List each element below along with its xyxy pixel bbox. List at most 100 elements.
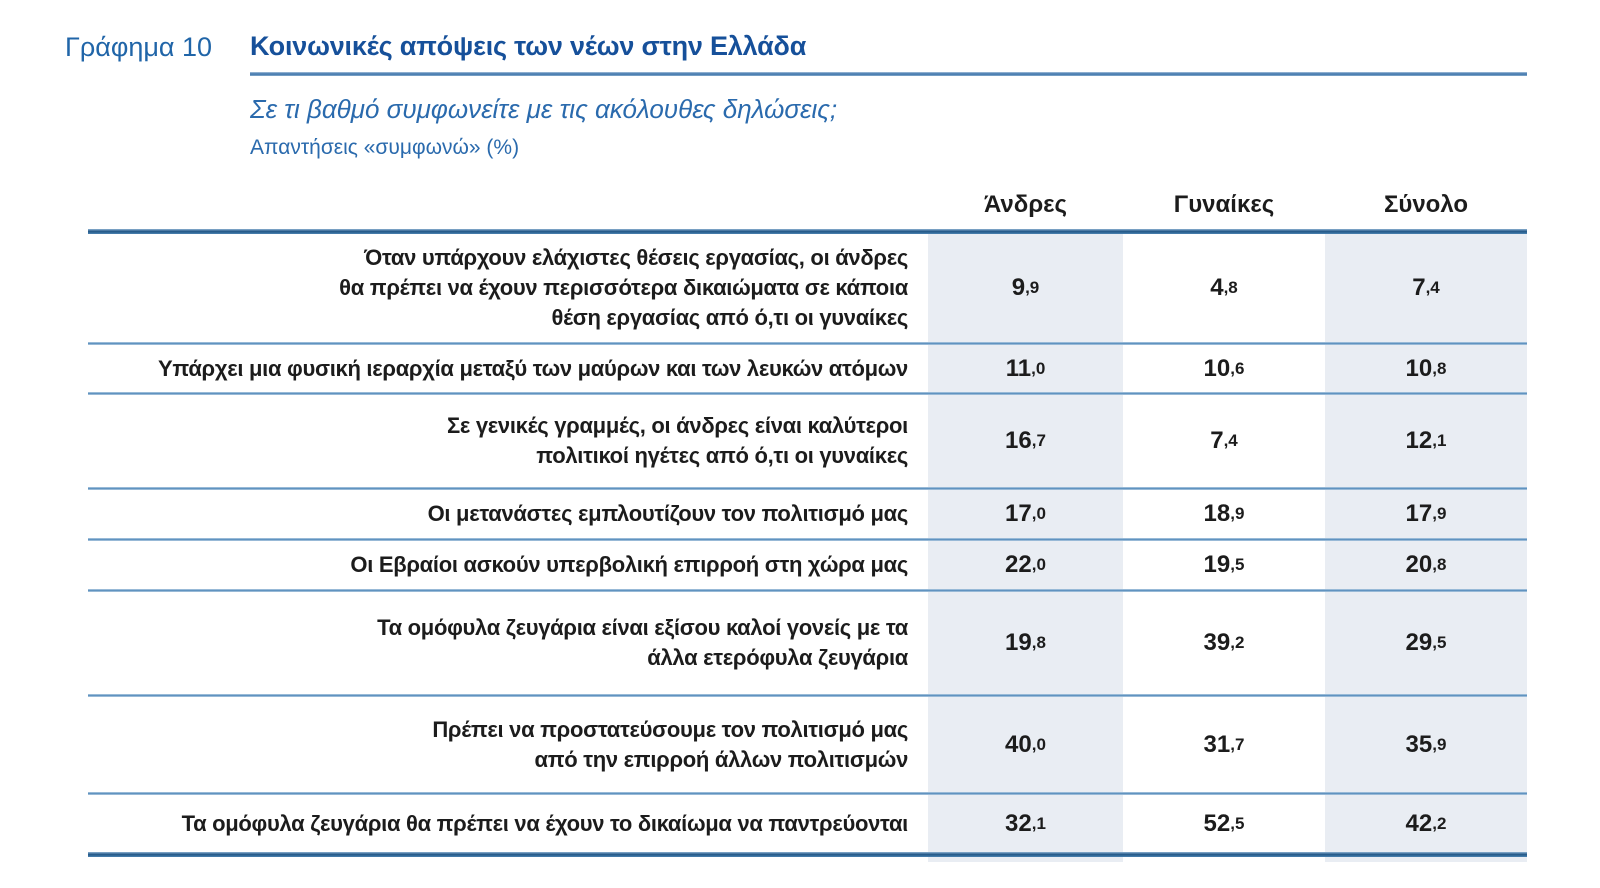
value-decimal-part: ,9 [1230, 504, 1245, 523]
value-decimal-part: ,8 [1031, 633, 1046, 652]
statement-cell: Σε γενικές γραμμές, οι άνδρες είναι καλύ… [446, 413, 908, 468]
value-cell-women: 4,8 [1123, 274, 1325, 302]
statement-cell: Πρέπει να προστατεύσουμε τον πολιτισμό μ… [432, 716, 908, 772]
value-cell-total: 12,1 [1325, 427, 1527, 455]
value-cell-men: 9,9 [928, 274, 1123, 302]
value-decimal-part: ,4 [1425, 278, 1440, 297]
value-integer-part: 17 [1405, 500, 1433, 527]
statement-cell: Τα ομόφυλα ζευγάρια είναι εξίσου καλοί γ… [377, 615, 908, 670]
value-integer-part: 39 [1203, 629, 1231, 656]
value-integer-part: 12 [1405, 427, 1433, 454]
value-decimal-part: ,4 [1223, 431, 1238, 450]
figure-label: Γράφημα 10 [65, 32, 213, 62]
value-integer-part: 52 [1203, 809, 1231, 837]
statement-cell: Τα ομόφυλα ζευγάρια θα πρέπει να έχουν τ… [181, 810, 909, 836]
value-integer-part: 32 [1005, 809, 1032, 837]
data-table: Άνδρες Γυναίκες Σύνολο Όταν υπάρχουν ελά… [88, 180, 1527, 862]
header-rule [88, 229, 1527, 234]
table-header-row: Άνδρες Γυναίκες Σύνολο [88, 180, 1527, 229]
table-row: Υπάρχει μια φυσική ιεραρχία μεταξύ των μ… [88, 345, 1527, 392]
table-rows: Όταν υπάρχουν ελάχιστες θέσεις εργασίας,… [88, 234, 1527, 852]
value-integer-part: 20 [1405, 551, 1433, 578]
table-row: Οι Εβραίοι ασκούν υπερβολική επιρροή στη… [88, 541, 1527, 589]
row-separator [88, 792, 1527, 795]
value-cell-total: 7,4 [1325, 274, 1527, 302]
value-integer-part: 22 [1005, 551, 1032, 578]
value-cell-women: 39,2 [1123, 629, 1325, 657]
total-column-band [1325, 234, 1527, 862]
value-integer-part: 4 [1210, 274, 1224, 301]
row-separator [88, 392, 1527, 395]
statement-cell: Οι μετανάστες εμπλουτίζουν τον πολιτισμό… [427, 501, 909, 526]
value-integer-part: 10 [1405, 354, 1433, 382]
value-integer-part: 31 [1203, 730, 1231, 758]
value-decimal-part: ,5 [1230, 813, 1245, 833]
value-integer-part: 19 [1203, 551, 1231, 578]
value-cell-women: 19,5 [1123, 551, 1325, 579]
table-row: Οι μετανάστες εμπλουτίζουν τον πολιτισμό… [88, 490, 1527, 538]
value-cell-total: 17,9 [1325, 500, 1527, 528]
value-cell-men: 19,8 [928, 629, 1123, 657]
figure-note: Απαντήσεις «συμφωνώ» (%) [250, 136, 520, 159]
value-decimal-part: ,0 [1031, 734, 1046, 754]
value-decimal-part: ,0 [1031, 504, 1046, 523]
value-cell-total: 42,2 [1325, 810, 1527, 838]
value-integer-part: 10 [1203, 354, 1231, 382]
total-column-header: Σύνολο [1383, 191, 1469, 218]
statement-cell: Οι Εβραίοι ασκούν υπερβολική επιρροή στη… [350, 552, 908, 577]
value-integer-part: 18 [1203, 500, 1231, 527]
value-decimal-part: ,8 [1432, 358, 1447, 378]
value-integer-part: 29 [1405, 629, 1433, 656]
title-rule [250, 72, 1527, 76]
value-integer-part: 40 [1005, 730, 1032, 758]
value-cell-men: 22,0 [928, 551, 1123, 579]
table-row: Πρέπει να προστατεύσουμε τον πολιτισμό μ… [88, 697, 1527, 792]
value-decimal-part: ,0 [1031, 555, 1046, 574]
value-decimal-part: ,1 [1031, 813, 1046, 833]
figure-title: Κοινωνικές απόψεις των νέων στην Ελλάδα [250, 31, 807, 61]
row-separator [88, 342, 1527, 345]
value-decimal-part: ,6 [1230, 358, 1245, 378]
table-row: Τα ομόφυλα ζευγάρια είναι εξίσου καλοί γ… [88, 592, 1527, 694]
row-separator [88, 589, 1527, 592]
table-row: Όταν υπάρχουν ελάχιστες θέσεις εργασίας,… [88, 234, 1527, 342]
value-integer-part: 16 [1005, 427, 1032, 454]
men-column-band [928, 234, 1123, 862]
value-decimal-part: ,7 [1031, 431, 1046, 450]
value-cell-women: 52,5 [1123, 810, 1325, 838]
value-integer-part: 42 [1405, 809, 1433, 837]
women-column-header: Γυναίκες [1173, 191, 1275, 218]
row-separator [88, 694, 1527, 697]
value-cell-women: 7,4 [1123, 427, 1325, 455]
table-row: Σε γενικές γραμμές, οι άνδρες είναι καλύ… [88, 395, 1527, 487]
statement-cell: Όταν υπάρχουν ελάχιστες θέσεις εργασίας,… [339, 245, 908, 330]
value-cell-women: 10,6 [1123, 355, 1325, 383]
value-cell-men: 11,0 [928, 355, 1123, 383]
value-decimal-part: ,9 [1432, 734, 1447, 754]
value-integer-part: 19 [1005, 629, 1032, 656]
value-decimal-part: ,9 [1025, 278, 1040, 297]
row-separator [88, 538, 1527, 541]
value-cell-men: 16,7 [928, 427, 1123, 455]
value-integer-part: 17 [1005, 500, 1032, 527]
value-cell-men: 17,0 [928, 500, 1123, 528]
value-decimal-part: ,5 [1432, 633, 1447, 652]
value-cell-total: 29,5 [1325, 629, 1527, 657]
value-integer-part: 11 [1005, 354, 1032, 382]
value-cell-men: 40,0 [928, 731, 1123, 759]
statement-cell: Υπάρχει μια φυσική ιεραρχία μεταξύ των μ… [158, 355, 908, 381]
value-cell-total: 35,9 [1325, 731, 1527, 759]
value-decimal-part: ,2 [1230, 633, 1245, 652]
value-cell-women: 31,7 [1123, 731, 1325, 759]
row-separator [88, 487, 1527, 490]
value-decimal-part: ,2 [1432, 813, 1447, 833]
value-decimal-part: ,9 [1432, 504, 1447, 523]
value-integer-part: 7 [1210, 427, 1224, 454]
value-cell-men: 32,1 [928, 810, 1123, 838]
value-decimal-part: ,8 [1432, 555, 1447, 574]
table-row: Τα ομόφυλα ζευγάρια θα πρέπει να έχουν τ… [88, 795, 1527, 852]
value-decimal-part: ,1 [1432, 431, 1447, 450]
value-decimal-part: ,0 [1031, 358, 1046, 378]
value-cell-women: 18,9 [1123, 500, 1325, 528]
